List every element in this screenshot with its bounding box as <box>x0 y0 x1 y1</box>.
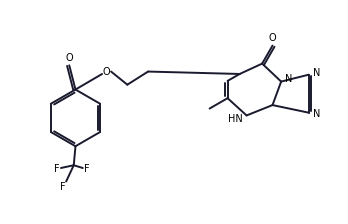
Text: N: N <box>313 68 320 78</box>
Text: O: O <box>269 33 276 43</box>
Text: HN: HN <box>228 114 243 124</box>
Text: F: F <box>54 164 59 174</box>
Text: O: O <box>65 53 73 63</box>
Text: N: N <box>285 74 292 84</box>
Text: F: F <box>60 182 65 192</box>
Text: F: F <box>84 164 90 174</box>
Text: O: O <box>103 67 110 77</box>
Text: N: N <box>313 109 320 119</box>
